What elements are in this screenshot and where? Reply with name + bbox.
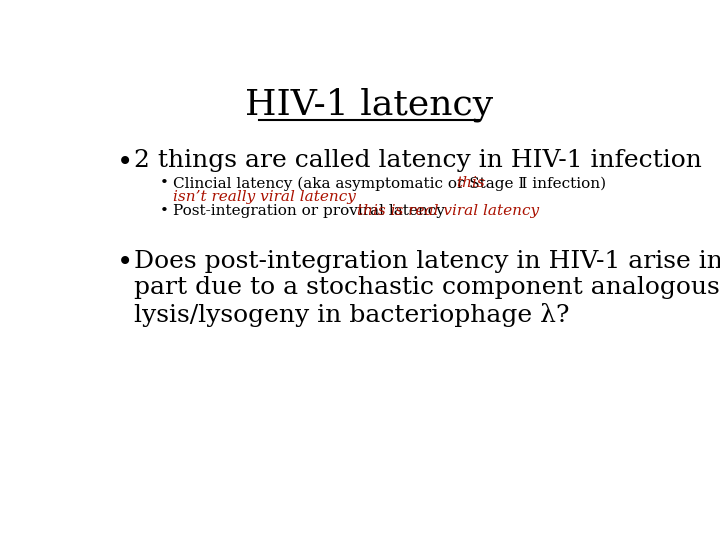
Text: Clincial latency (aka asymptomatic or Stage Ⅱ infection): Clincial latency (aka asymptomatic or St… bbox=[173, 177, 611, 191]
Text: Post-integration or proviral latency: Post-integration or proviral latency bbox=[173, 204, 450, 218]
Text: •: • bbox=[117, 249, 133, 276]
Text: •: • bbox=[160, 204, 168, 218]
Text: HIV-1 latency: HIV-1 latency bbox=[245, 88, 493, 123]
Text: •: • bbox=[160, 177, 168, 191]
Text: Does post-integration latency in HIV-1 arise in-
part due to a stochastic compon: Does post-integration latency in HIV-1 a… bbox=[134, 249, 720, 327]
Text: 2 things are called latency in HIV-1 infection: 2 things are called latency in HIV-1 inf… bbox=[134, 150, 702, 172]
Text: this is real viral latency: this is real viral latency bbox=[357, 204, 539, 218]
Text: •: • bbox=[117, 150, 133, 177]
Text: this: this bbox=[456, 177, 485, 191]
Text: isn’t really viral latency: isn’t really viral latency bbox=[173, 190, 356, 204]
